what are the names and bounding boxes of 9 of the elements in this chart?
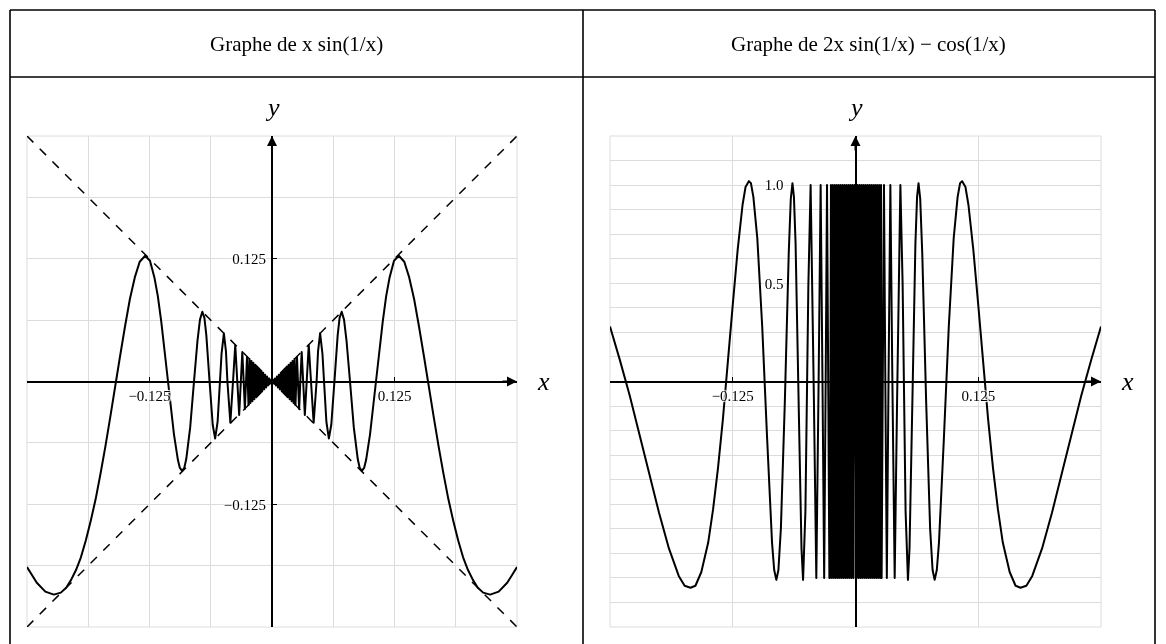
chart-title: Graphe de x sin(1/x) xyxy=(210,32,384,56)
x-tick-label: 0.125 xyxy=(377,387,412,404)
x-axis-title: x xyxy=(537,367,550,396)
y-tick-label: 0.5 xyxy=(764,275,784,292)
y-axis-title: y xyxy=(848,93,863,122)
chart-title: Graphe de 2x sin(1/x) − cos(1/x) xyxy=(731,32,1006,56)
y-axis-title: y xyxy=(265,93,280,122)
x-axis-title: x xyxy=(1121,367,1134,396)
y-tick-label: 1.0 xyxy=(764,177,784,194)
